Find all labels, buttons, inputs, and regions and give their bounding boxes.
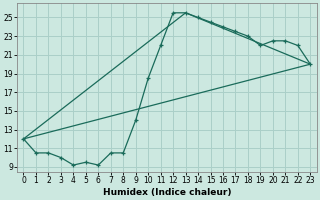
X-axis label: Humidex (Indice chaleur): Humidex (Indice chaleur) — [103, 188, 231, 197]
